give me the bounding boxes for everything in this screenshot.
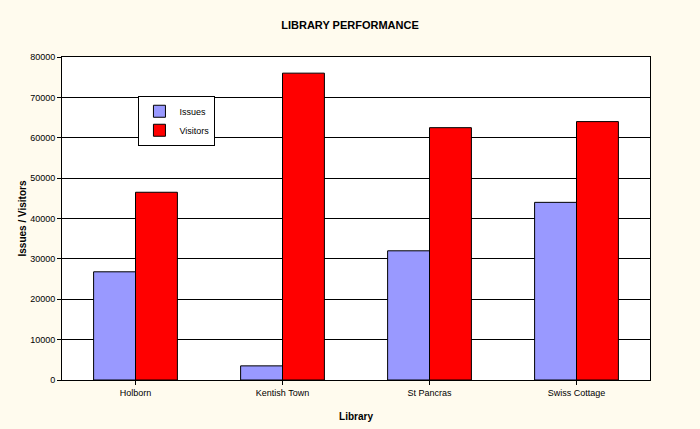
svg-text:Issues: Issues (179, 107, 206, 117)
svg-text:40000: 40000 (30, 214, 55, 224)
svg-text:Kentish Town: Kentish Town (256, 388, 309, 398)
svg-text:60000: 60000 (30, 133, 55, 143)
svg-text:20000: 20000 (30, 294, 55, 304)
svg-text:Issues / Visitors: Issues / Visitors (17, 180, 28, 256)
svg-text:10000: 10000 (30, 335, 55, 345)
svg-text:Swiss Cottage: Swiss Cottage (548, 388, 606, 398)
svg-text:30000: 30000 (30, 254, 55, 264)
svg-text:Visitors: Visitors (179, 126, 209, 136)
svg-text:St Pancras: St Pancras (407, 388, 452, 398)
svg-text:80000: 80000 (30, 52, 55, 62)
svg-text:Holborn: Holborn (120, 388, 152, 398)
svg-text:70000: 70000 (30, 93, 55, 103)
svg-text:0: 0 (50, 375, 55, 385)
svg-text:Library: Library (339, 411, 373, 422)
svg-text:LIBRARY PERFORMANCE: LIBRARY PERFORMANCE (281, 19, 419, 31)
svg-text:50000: 50000 (30, 173, 55, 183)
